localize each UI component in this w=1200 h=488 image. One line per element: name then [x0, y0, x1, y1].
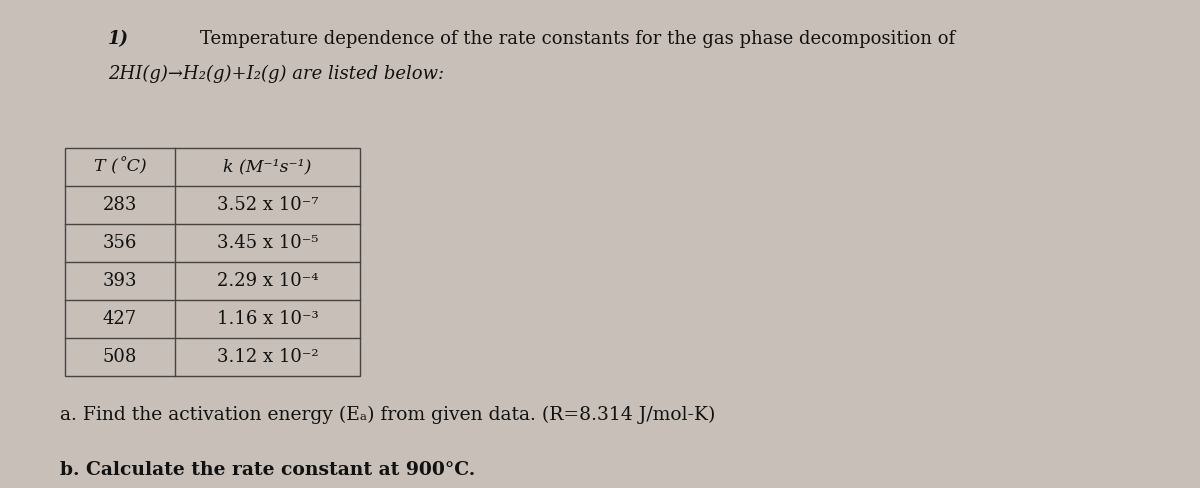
Text: b. Calculate the rate constant at 900°C.: b. Calculate the rate constant at 900°C.: [60, 461, 475, 479]
Text: Temperature dependence of the rate constants for the gas phase decomposition of: Temperature dependence of the rate const…: [200, 30, 955, 48]
Text: 2HI(g)→H₂(g)+I₂(g) are listed below:: 2HI(g)→H₂(g)+I₂(g) are listed below:: [108, 65, 444, 83]
Text: T (˚C): T (˚C): [94, 158, 146, 176]
Text: 3.45 x 10⁻⁵: 3.45 x 10⁻⁵: [217, 234, 318, 252]
Text: k (M⁻¹s⁻¹): k (M⁻¹s⁻¹): [223, 159, 312, 176]
Text: 1): 1): [108, 30, 130, 48]
Text: 1.16 x 10⁻³: 1.16 x 10⁻³: [217, 310, 318, 328]
Bar: [65, 148, 360, 376]
Text: 427: 427: [103, 310, 137, 328]
Text: 393: 393: [103, 272, 137, 290]
Text: 283: 283: [103, 196, 137, 214]
Text: 3.12 x 10⁻²: 3.12 x 10⁻²: [217, 348, 318, 366]
Text: a. Find the activation energy (Eₐ) from given data. (R=8.314 J/mol-K): a. Find the activation energy (Eₐ) from …: [60, 406, 715, 424]
Text: 3.52 x 10⁻⁷: 3.52 x 10⁻⁷: [217, 196, 318, 214]
Text: 508: 508: [103, 348, 137, 366]
Text: 356: 356: [103, 234, 137, 252]
Text: 2.29 x 10⁻⁴: 2.29 x 10⁻⁴: [217, 272, 318, 290]
